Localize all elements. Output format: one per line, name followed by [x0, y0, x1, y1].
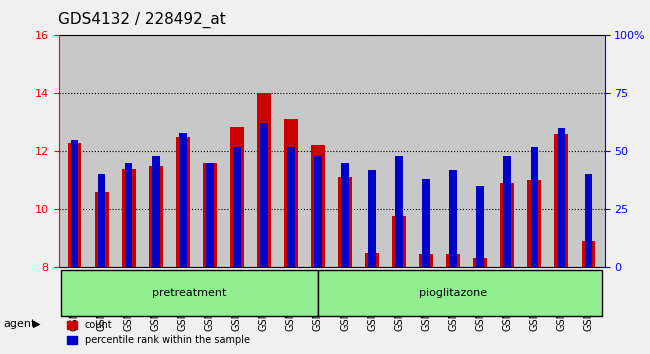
Bar	[584, 175, 592, 267]
Bar	[473, 258, 487, 267]
Bar	[61, 270, 318, 316]
Bar	[558, 128, 565, 267]
Bar	[176, 137, 190, 267]
Bar	[365, 253, 379, 267]
Bar	[500, 183, 514, 267]
Bar	[318, 270, 602, 316]
Bar	[287, 147, 294, 267]
Bar	[369, 170, 376, 267]
Bar	[260, 124, 268, 267]
Legend: count, percentile rank within the sample: count, percentile rank within the sample	[63, 316, 254, 349]
Bar	[395, 156, 403, 267]
Bar	[95, 192, 109, 267]
Bar	[311, 145, 325, 267]
Text: ▶: ▶	[32, 319, 40, 329]
Bar	[230, 127, 244, 267]
Bar	[98, 175, 105, 267]
Bar	[554, 134, 568, 267]
Bar	[284, 119, 298, 267]
Bar	[125, 163, 133, 267]
Bar	[476, 186, 484, 267]
Bar	[338, 177, 352, 267]
Bar	[233, 147, 240, 267]
Bar	[422, 179, 430, 267]
Bar	[257, 93, 270, 267]
Text: agent: agent	[3, 319, 36, 329]
Bar	[447, 254, 460, 267]
Bar	[419, 254, 433, 267]
Text: pioglitazone: pioglitazone	[419, 288, 488, 298]
Bar	[527, 180, 541, 267]
Bar	[206, 163, 214, 267]
Bar	[71, 140, 79, 267]
Bar	[122, 169, 136, 267]
Bar	[314, 156, 322, 267]
Bar	[582, 241, 595, 267]
Bar	[504, 156, 511, 267]
Bar	[68, 143, 81, 267]
Bar	[149, 166, 162, 267]
Bar	[203, 163, 216, 267]
Bar	[449, 170, 457, 267]
Bar	[341, 163, 349, 267]
Bar	[530, 147, 538, 267]
Bar	[179, 133, 187, 267]
Text: pretreatment: pretreatment	[152, 288, 227, 298]
Bar	[152, 156, 159, 267]
Bar	[393, 216, 406, 267]
Text: GDS4132 / 228492_at: GDS4132 / 228492_at	[58, 12, 226, 28]
